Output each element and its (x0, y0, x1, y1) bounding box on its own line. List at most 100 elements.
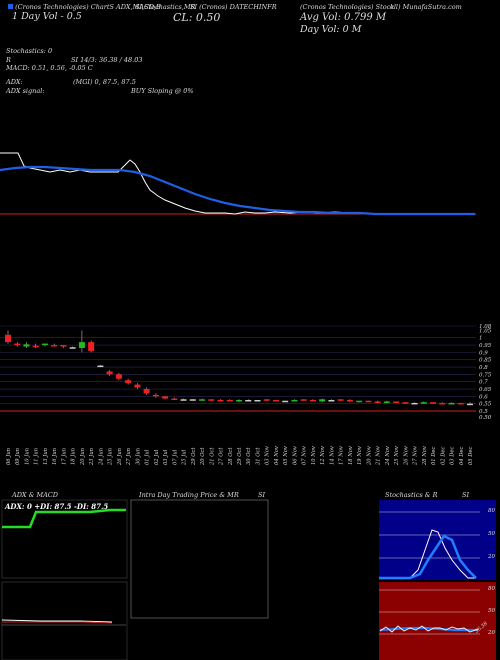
candle-body (208, 399, 215, 401)
rsi-tick-20: 20 (488, 630, 495, 636)
candle-body (125, 380, 132, 384)
candle-y-tick-label: 0.9 (479, 350, 488, 356)
date-tick-label: 06 Nov (292, 446, 298, 465)
date-tick-label: 11 Jun (34, 448, 40, 465)
header-ticker-line: (Cronos Technologies) ChartS ADX,MACD,B (8, 3, 161, 11)
rsi-panel (379, 582, 496, 660)
candle-body (263, 399, 270, 401)
date-tick-label: 03 Nov (265, 446, 271, 465)
day-volume: Day Vol: 0 M (300, 24, 362, 35)
rsi-values: SI 14/3: 36.38 / 48.03 (71, 56, 143, 64)
date-tick-label: 18 Nov (348, 446, 354, 465)
close-price-label: CL: 0.50 (173, 11, 221, 24)
date-tick-label: 30 Jun (135, 448, 141, 465)
stoch-tick-80: 80 (488, 508, 495, 514)
candle-body (51, 345, 58, 347)
date-tick-label: 02 Jul (154, 449, 160, 465)
rsi-tick-50: 50 (488, 608, 495, 614)
macd-values: MACD: 0.51, 0.56, -0.05 C (6, 64, 93, 72)
candle-body (467, 403, 473, 406)
candle-body (78, 342, 85, 348)
candle-body (254, 400, 261, 402)
candle-y-tick-label: 1 (479, 336, 483, 342)
date-tick-label: 01 Dec (431, 447, 437, 465)
candle-body (319, 399, 326, 402)
stochastics-title: Stochastics & R (385, 491, 438, 499)
adx-values-text: ADX: 0 +DI: 87.5 -DI: 87.5 (5, 502, 109, 511)
date-tick-label: 21 Nov (376, 446, 382, 466)
date-tick-label: 30 Oct (246, 447, 252, 465)
candle-body (23, 344, 30, 347)
stoch-tick-50: 50 (488, 531, 495, 537)
macd-line (1, 619, 113, 623)
date-tick-label: 24 Jun (98, 448, 104, 466)
date-tick-label: 25 Jun (108, 448, 114, 466)
candle-body (448, 402, 455, 405)
adx-label: ADX: (6, 78, 23, 86)
candle-body (199, 399, 206, 401)
date-tick-label: 27 Jun (126, 448, 132, 466)
candle-body (88, 342, 95, 351)
date-tick-label: 06 Jun (6, 448, 12, 465)
candle-body (272, 400, 279, 402)
candle-body (300, 399, 307, 401)
candle-body (189, 399, 196, 401)
candle-y-tick-label: 0.75 (479, 372, 492, 378)
candle-y-tick-label: 0.50 (479, 415, 492, 421)
date-tick-label: 16 Jun (52, 448, 58, 465)
date-tick-label: 18 Jun (71, 448, 77, 465)
adx-di-line (2, 508, 126, 529)
candle-body (14, 343, 21, 346)
date-tick-label: 17 Jun (61, 448, 67, 465)
candle-body (60, 345, 67, 347)
intraday-si-label: SI (258, 491, 266, 499)
r-prefix-label: R (6, 56, 11, 64)
candle-body (402, 402, 409, 404)
candle-body (152, 394, 159, 397)
date-tick-label: 20 Oct (200, 447, 206, 466)
blue-square-icon (8, 4, 13, 9)
date-tick-label: 04 Nov (274, 446, 280, 465)
buy-signal: BUY Sloping @ 0% (131, 87, 194, 95)
moving-average-line (0, 165, 475, 216)
date-tick-label: 13 Jun (43, 448, 49, 465)
date-tick-label: 02 Dec (440, 447, 446, 465)
candle-body (420, 402, 427, 404)
avg-volume: Avg Vol: 0.799 M (300, 12, 387, 23)
candle-y-tick-label: 0.55 (479, 402, 492, 408)
candle-body (5, 334, 11, 343)
candle-body (171, 398, 178, 401)
candle-body (439, 402, 446, 405)
header-title-mid2: SI (Cronos) DATECHINFR (190, 3, 277, 11)
candle-body (337, 399, 344, 401)
candle-y-tick-label: 0.95 (479, 343, 492, 349)
candle-body (115, 374, 122, 379)
candles-group (5, 330, 473, 406)
date-tick-label: 24 Nov (385, 446, 391, 466)
date-tick-label: 10 Nov (311, 446, 317, 465)
candle-y-tick-label: 1.08 (479, 324, 492, 330)
stochastics-label: Stochastics: 0 (6, 47, 53, 55)
date-tick-label: 03 Jul (163, 449, 169, 465)
candle-body (106, 371, 113, 375)
candle-body (411, 402, 418, 405)
date-tick-label: 20 Jun (80, 448, 86, 466)
candle-y-tick-label: 0.6 (479, 394, 488, 400)
candle-body (393, 401, 400, 403)
date-tick-label: 12 Nov (320, 446, 326, 465)
candle-body (134, 384, 141, 388)
header-title-mid: SI,Stochastics,MR (135, 3, 196, 11)
candle-y-tick-label: 0.7 (479, 380, 488, 386)
candle-body (226, 400, 233, 402)
date-tick-label: 28 Oct (228, 447, 234, 466)
date-tick-label: 05 Dec (468, 447, 474, 465)
header-title-left: (Cronos Technologies) ChartS ADX,MACD,B (15, 3, 161, 11)
candle-body (291, 400, 298, 402)
candle-body (430, 402, 437, 404)
date-tick-label: 17 Nov (339, 446, 345, 465)
date-tick-label: 28 Nov (422, 446, 428, 466)
date-tick-label: 27 Oct (219, 447, 225, 466)
candle-body (383, 401, 390, 403)
date-tick-label: 07 Jul (172, 449, 178, 465)
